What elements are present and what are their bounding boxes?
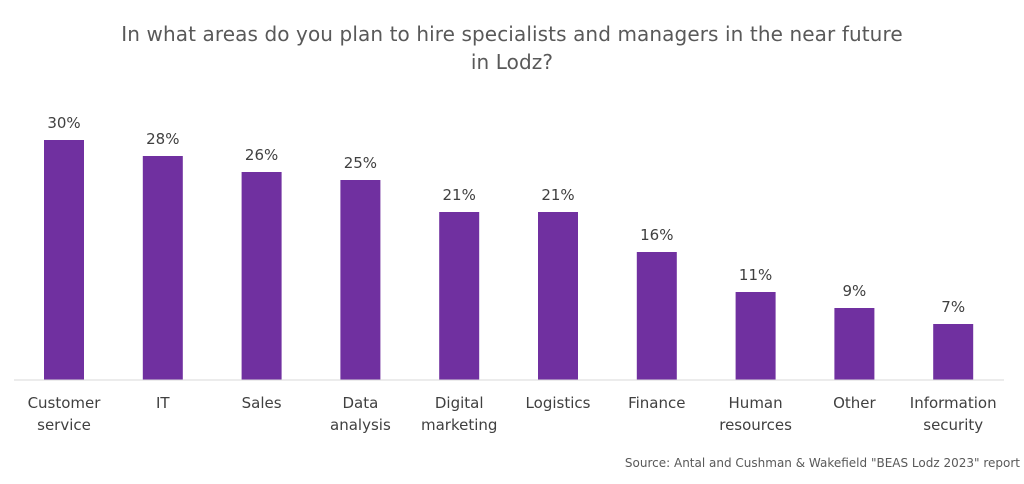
category-label-line: Logistics bbox=[526, 394, 591, 412]
category-label-line: Finance bbox=[628, 394, 685, 412]
bar bbox=[636, 252, 677, 380]
category-labels-group: Customer service IT Sales Data analysis Digita… bbox=[28, 394, 997, 434]
bar bbox=[142, 156, 183, 380]
category-label-line: security bbox=[923, 416, 983, 434]
data-label: 11% bbox=[739, 266, 772, 284]
category-label: Finance bbox=[628, 394, 685, 412]
data-label: 9% bbox=[843, 282, 867, 300]
bar bbox=[439, 212, 480, 380]
value-labels-group: 30% 28% 26% 25% 21% 21% 16% 11% 9% 7% bbox=[47, 114, 965, 316]
bar bbox=[834, 308, 875, 380]
category-label: Data analysis bbox=[330, 394, 391, 434]
category-label-line: resources bbox=[719, 416, 792, 434]
bars-group bbox=[44, 140, 974, 380]
category-label: Digital marketing bbox=[421, 394, 497, 434]
data-label: 21% bbox=[541, 186, 574, 204]
category-label: Human resources bbox=[719, 394, 792, 434]
category-label: Information security bbox=[910, 394, 997, 434]
data-label: 7% bbox=[941, 298, 965, 316]
bar bbox=[538, 212, 578, 380]
data-label: 28% bbox=[146, 130, 179, 148]
data-label: 30% bbox=[47, 114, 80, 132]
chart-title: In what areas do you plan to hire specia… bbox=[121, 22, 903, 74]
category-label-line: Other bbox=[833, 394, 876, 412]
category-label-line: marketing bbox=[421, 416, 497, 434]
bar bbox=[44, 140, 84, 380]
data-label: 21% bbox=[443, 186, 476, 204]
category-label-line: IT bbox=[156, 394, 170, 412]
bar bbox=[340, 180, 381, 380]
bar bbox=[241, 172, 282, 380]
data-label: 16% bbox=[640, 226, 673, 244]
data-label: 25% bbox=[344, 154, 377, 172]
category-label-line: analysis bbox=[330, 416, 391, 434]
category-label: Logistics bbox=[526, 394, 591, 412]
category-label: Other bbox=[833, 394, 876, 412]
category-label-line: Digital bbox=[435, 394, 484, 412]
source-note: Source: Antal and Cushman & Wakefield "B… bbox=[624, 456, 1020, 470]
category-label-line: Sales bbox=[242, 394, 282, 412]
bar bbox=[735, 292, 776, 380]
category-label-line: Data bbox=[342, 394, 378, 412]
category-label: Customer service bbox=[28, 394, 102, 434]
data-label: 26% bbox=[245, 146, 278, 164]
category-label-line: service bbox=[37, 416, 91, 434]
category-label: IT bbox=[156, 394, 170, 412]
category-label-line: Customer bbox=[28, 394, 102, 412]
category-label-line: Information bbox=[910, 394, 997, 412]
category-label: Sales bbox=[242, 394, 282, 412]
bar bbox=[933, 324, 974, 380]
category-label-line: Human bbox=[729, 394, 783, 412]
